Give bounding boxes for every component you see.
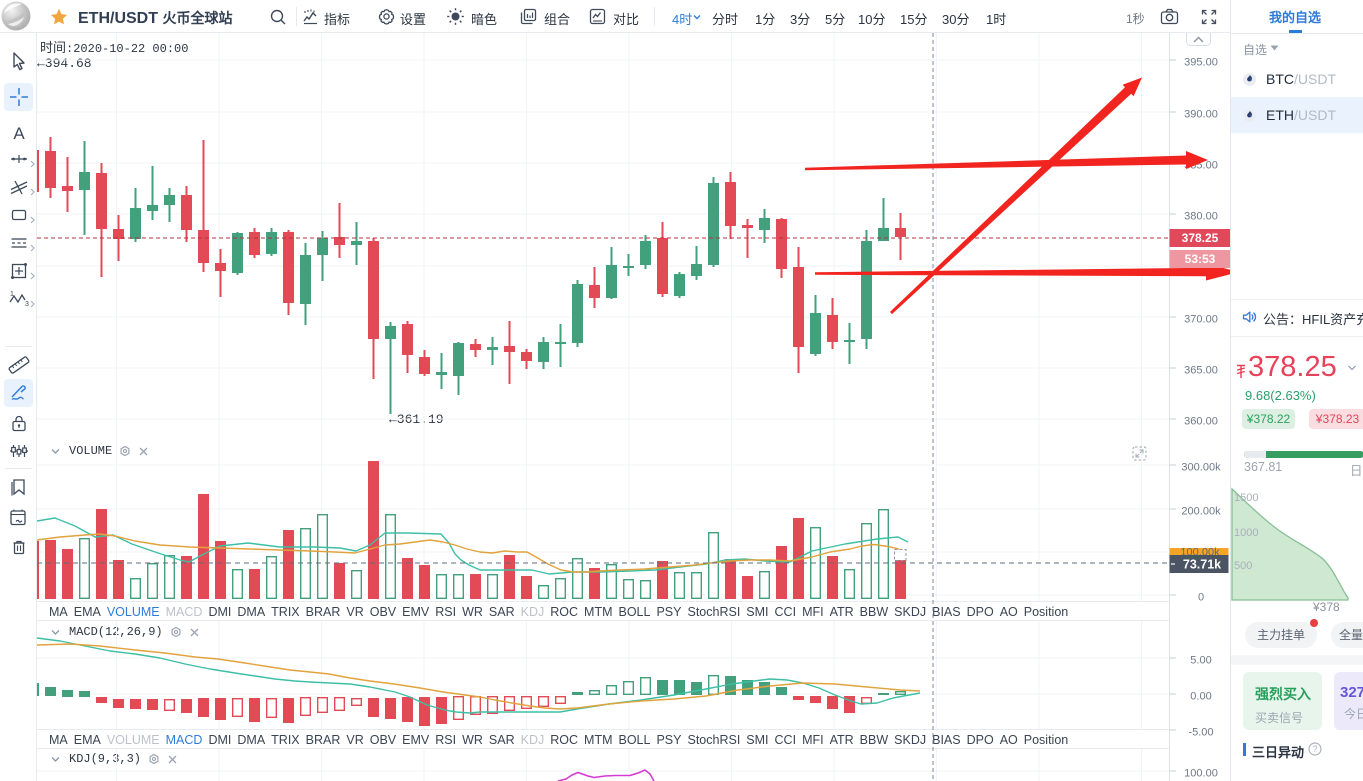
svg-text:0: 0 xyxy=(1198,592,1204,604)
svg-text:385.00: 385.00 xyxy=(1184,160,1218,172)
svg-text:3: 3 xyxy=(25,301,29,308)
svg-text:300.00k: 300.00k xyxy=(1181,462,1221,474)
svg-text:-5.00: -5.00 xyxy=(1188,727,1213,739)
svg-text:73.71k: 73.71k xyxy=(1183,558,1221,572)
svg-text:395.00: 395.00 xyxy=(1184,57,1218,69)
svg-text:53:53: 53:53 xyxy=(1185,252,1216,266)
svg-text:100.00: 100.00 xyxy=(1184,768,1218,780)
svg-text:390.00: 390.00 xyxy=(1184,109,1218,121)
svg-text:380.00: 380.00 xyxy=(1184,211,1218,223)
svg-text:360.00: 360.00 xyxy=(1184,416,1218,428)
svg-text:0.00: 0.00 xyxy=(1190,691,1211,703)
svg-text:365.00: 365.00 xyxy=(1184,365,1218,377)
svg-text:1: 1 xyxy=(10,291,14,298)
svg-text:200.00k: 200.00k xyxy=(1181,506,1221,518)
svg-text:378.25: 378.25 xyxy=(1182,231,1219,245)
svg-text:A: A xyxy=(13,124,25,142)
svg-text:370.00: 370.00 xyxy=(1184,314,1218,326)
svg-text:100.00k: 100.00k xyxy=(1180,547,1220,559)
svg-text:5.00: 5.00 xyxy=(1190,655,1211,667)
svg-text:?: ? xyxy=(1312,744,1317,754)
